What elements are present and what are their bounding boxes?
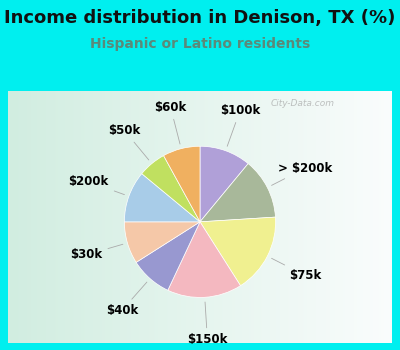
Text: $150k: $150k [187, 302, 228, 346]
Wedge shape [200, 163, 276, 222]
Text: > $200k: > $200k [272, 162, 332, 186]
Wedge shape [142, 156, 200, 222]
Text: $50k: $50k [108, 124, 149, 160]
Wedge shape [200, 217, 276, 286]
Wedge shape [168, 222, 240, 298]
Text: Hispanic or Latino residents: Hispanic or Latino residents [90, 37, 310, 51]
Text: $75k: $75k [272, 258, 322, 282]
Wedge shape [124, 174, 200, 222]
Text: City-Data.com: City-Data.com [271, 99, 335, 107]
Text: $200k: $200k [69, 175, 124, 195]
Text: $30k: $30k [70, 244, 123, 261]
Wedge shape [124, 222, 200, 262]
Text: $40k: $40k [106, 282, 147, 317]
Wedge shape [136, 222, 200, 290]
Wedge shape [164, 146, 200, 222]
Text: Income distribution in Denison, TX (%): Income distribution in Denison, TX (%) [4, 9, 396, 27]
Wedge shape [200, 146, 248, 222]
Text: $100k: $100k [220, 104, 260, 146]
Text: $60k: $60k [154, 101, 187, 144]
